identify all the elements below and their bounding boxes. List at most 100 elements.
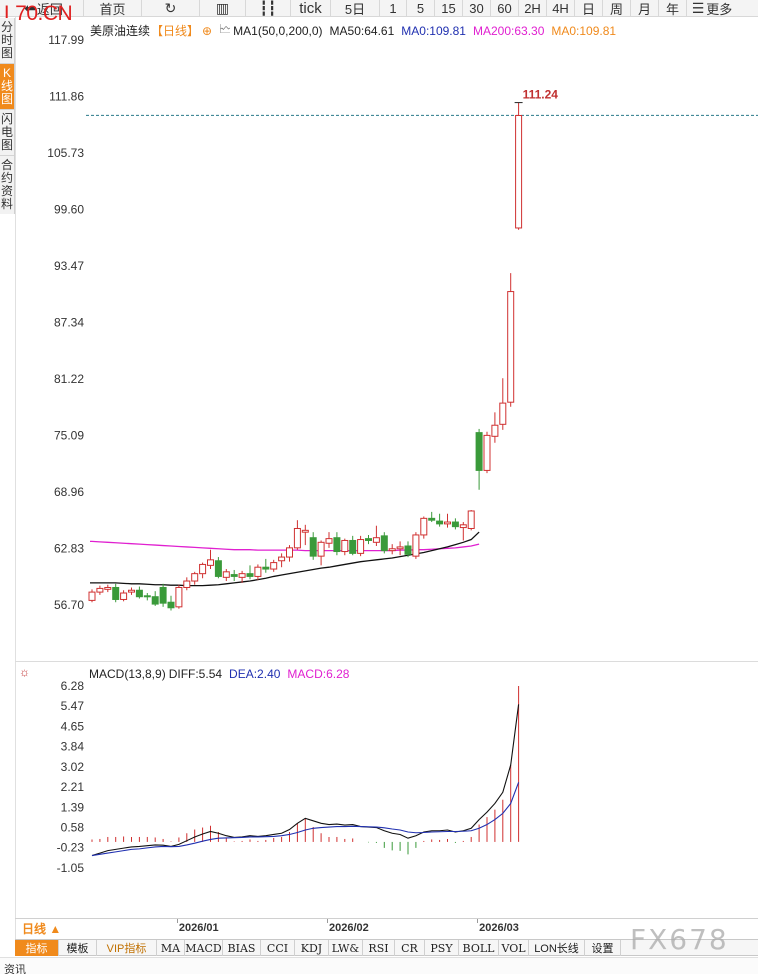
- macd-name: MACD(13,8,9): [89, 667, 166, 681]
- period-label: 15: [441, 0, 456, 16]
- candle-body: [96, 587, 104, 593]
- period-label: 30: [469, 0, 484, 16]
- top-toolbar: ⬅ 返回 首页 ↻ ▥ ┇┇ tick 5日 1 5 15 30 60 2H 4…: [0, 0, 758, 17]
- period-5-button[interactable]: 5: [407, 0, 435, 17]
- main-legend: 美原油连续 【日线】 ⊕ 🗠 MA1(50,0,200,0) MA50:64.6…: [90, 20, 616, 41]
- macd-tick-label: 1.39: [61, 800, 85, 814]
- diff-line: [91, 704, 520, 857]
- 5day-button[interactable]: 5日: [331, 0, 380, 17]
- chart-type-icon[interactable]: 🗠: [219, 22, 232, 36]
- tab-indicators[interactable]: 指标: [15, 940, 59, 956]
- period-30-button[interactable]: 30: [463, 0, 491, 17]
- ma-settings: MA1(50,0,200,0): [233, 23, 323, 38]
- candle-body: [499, 402, 507, 425]
- home-button[interactable]: 首页: [84, 0, 142, 17]
- macd-legend: MACD(13,8,9) DIFF:5.54 DEA:2.40 MACD:6.2…: [89, 667, 349, 681]
- period-60-button[interactable]: 60: [491, 0, 519, 17]
- candle-body: [428, 517, 436, 521]
- candlestick-button[interactable]: ┇┇: [246, 0, 291, 17]
- candle-body: [515, 114, 523, 229]
- tab-psy[interactable]: PSY: [425, 940, 459, 956]
- period-1-button[interactable]: 1: [380, 0, 407, 17]
- tab-bias[interactable]: BIAS: [223, 940, 261, 956]
- tab-news[interactable]: 资讯: [4, 964, 26, 974]
- candle-body: [309, 537, 317, 557]
- period-year-button[interactable]: 年: [659, 0, 687, 17]
- ma50-value: MA50:64.61: [329, 23, 395, 38]
- candle-body: [475, 432, 483, 471]
- macd-tick-label: 4.65: [61, 719, 85, 733]
- period-month-button[interactable]: 月: [631, 0, 659, 17]
- tab-boll[interactable]: BOLL: [459, 940, 499, 956]
- price-tick-label: 99.60: [54, 203, 84, 217]
- tab-kdj[interactable]: KDJ: [295, 940, 329, 956]
- tab-kline[interactable]: K线图: [0, 64, 14, 110]
- candle-body: [420, 517, 428, 536]
- tick-label: tick: [299, 0, 322, 17]
- candle-body: [293, 527, 301, 549]
- bar-chart-button[interactable]: ▥: [200, 0, 246, 17]
- candlestick-icon: ┇┇: [259, 0, 277, 16]
- macd-tick-label: 3.84: [61, 740, 85, 754]
- candle-body: [191, 573, 199, 582]
- candle-body: [483, 434, 491, 471]
- macd-tick-label: 0.58: [61, 821, 85, 835]
- period-day-button[interactable]: 日: [575, 0, 603, 17]
- tab-lon[interactable]: LON长线: [529, 940, 585, 956]
- tab-contract-info[interactable]: 合约资料: [0, 158, 13, 211]
- period-label: 1: [389, 0, 397, 16]
- price-tick-label: 68.96: [54, 485, 84, 499]
- tab-lw[interactable]: LW&: [329, 940, 363, 956]
- panel-divider[interactable]: [15, 661, 758, 662]
- date-tick: [477, 919, 479, 923]
- period-label: 5: [416, 0, 425, 16]
- candle-body: [436, 520, 444, 525]
- date-label: 2026/03: [479, 922, 519, 934]
- macd-tick-label: 6.28: [61, 679, 85, 693]
- candle-body: [404, 545, 412, 555]
- candle-body: [491, 424, 499, 437]
- tab-settings[interactable]: 设置: [585, 940, 621, 956]
- period-15-button[interactable]: 15: [435, 0, 463, 17]
- candle-body: [238, 573, 246, 578]
- tab-cci[interactable]: CCI: [261, 940, 295, 956]
- back-button[interactable]: ⬅ 返回: [0, 0, 84, 17]
- date-tick: [327, 919, 328, 923]
- last-price-label: 111.24: [523, 88, 559, 102]
- price-tick-label: 56.70: [54, 598, 84, 612]
- tab-cr[interactable]: CR: [395, 940, 425, 956]
- tab-vol[interactable]: VOL: [499, 940, 529, 956]
- tab-vip[interactable]: VIP指标: [97, 940, 157, 956]
- price-tick-label: 117.99: [48, 33, 84, 47]
- tab-ma[interactable]: MA: [157, 940, 185, 956]
- 5day-label: 5日: [344, 1, 366, 17]
- settings-icon[interactable]: ☼: [19, 665, 30, 679]
- tab-flash[interactable]: 闪电图: [0, 110, 14, 156]
- period-4h-button[interactable]: 4H: [547, 0, 575, 17]
- period-2h-button[interactable]: 2H: [519, 0, 547, 17]
- candle-body: [207, 559, 214, 566]
- candle-body: [88, 591, 96, 601]
- more-button[interactable]: ☰ 更多: [687, 0, 737, 17]
- tab-timeshare[interactable]: 分时图: [0, 18, 14, 64]
- period-tag[interactable]: 日线 ▲: [16, 920, 68, 937]
- plus-circle-icon[interactable]: ⊕: [202, 23, 213, 38]
- chart-area[interactable]: [15, 17, 758, 939]
- tick-button[interactable]: tick: [291, 0, 331, 17]
- candle-body: [451, 521, 459, 528]
- candle-body: [412, 534, 420, 557]
- tab-rsi[interactable]: RSI: [363, 940, 395, 956]
- candle-body: [167, 601, 175, 609]
- date-label: 2026/02: [329, 922, 369, 934]
- period-label: 2H: [524, 0, 541, 16]
- tab-templates[interactable]: 模板: [59, 940, 97, 956]
- diff-value: DIFF:5.54: [168, 667, 223, 681]
- candle-body: [270, 562, 278, 570]
- tab-macd[interactable]: MACD: [185, 940, 223, 956]
- refresh-button[interactable]: ↻: [142, 0, 200, 17]
- macd-tick-label: 3.02: [61, 760, 85, 774]
- more-label: 更多: [706, 1, 733, 17]
- period-week-button[interactable]: 周: [603, 0, 631, 17]
- macd-tick-label: -0.23: [57, 841, 85, 855]
